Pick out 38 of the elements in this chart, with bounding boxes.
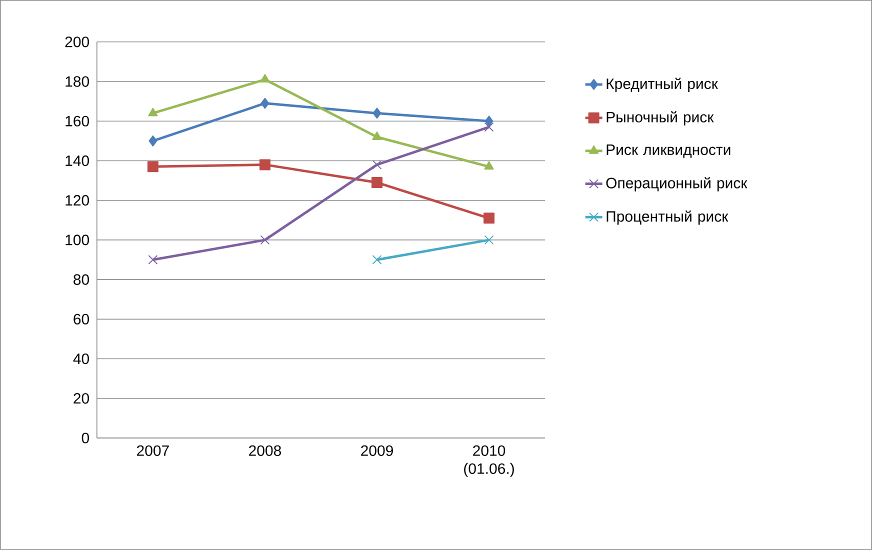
- legend-label: Операционный риск: [606, 177, 748, 192]
- point: [372, 132, 382, 140]
- legend-label: Рыночный риск: [606, 111, 714, 126]
- point: [484, 212, 495, 224]
- point: [260, 235, 270, 245]
- legend-label: Процентный риск: [606, 210, 728, 225]
- legend-label: Кредитный риск: [606, 78, 718, 92]
- y-tick-label: 120: [66, 195, 89, 206]
- point: [372, 160, 382, 170]
- y-tick-label: 0: [82, 432, 90, 444]
- point: [259, 159, 270, 170]
- point: [148, 108, 158, 116]
- x-tick-label: 2009: [361, 445, 393, 456]
- y-tick-label: 200: [65, 36, 89, 48]
- x-tick-label: 2010 (01.06.): [464, 445, 514, 477]
- x-tick-label: 2008: [249, 445, 281, 456]
- x-tick-label: 2007: [137, 445, 169, 456]
- point: [147, 161, 158, 172]
- legend-label: Риск ликвидности: [606, 144, 730, 158]
- point: [484, 161, 494, 170]
- point: [371, 177, 382, 188]
- point: [372, 108, 382, 119]
- point: [148, 255, 158, 265]
- point: [260, 74, 270, 83]
- y-tick-label: 80: [74, 274, 90, 285]
- point: [484, 122, 494, 132]
- y-tick-label: 40: [73, 354, 90, 364]
- point: [484, 116, 494, 127]
- y-tick-label: 160: [66, 116, 89, 126]
- point: [484, 235, 494, 245]
- point: [148, 135, 158, 146]
- y-tick-label: 180: [66, 76, 89, 87]
- point: [372, 255, 382, 265]
- y-tick-label: 60: [74, 314, 90, 325]
- point: [260, 98, 270, 109]
- y-tick-label: 140: [66, 155, 89, 166]
- y-tick-label: 20: [74, 393, 90, 404]
- y-tick-label: 100: [66, 234, 89, 246]
